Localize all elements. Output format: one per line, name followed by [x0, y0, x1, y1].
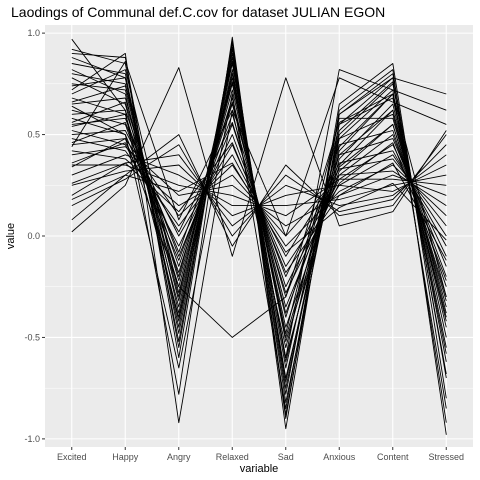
series-lines — [71, 36, 447, 435]
series-line-38 — [71, 77, 447, 409]
chart-title: Laodings of Communal def.C.cov for datas… — [11, 4, 385, 20]
x-tick-label: Stressed — [428, 452, 464, 462]
series-line-30 — [71, 40, 447, 420]
x-tick-label: Content — [377, 452, 409, 462]
y-tick-label: 1.0 — [27, 28, 40, 38]
x-tick-label: Relaxed — [216, 452, 249, 462]
series-line-41 — [71, 93, 447, 338]
series-line-28 — [71, 134, 447, 247]
series-line-39 — [71, 69, 447, 359]
x-axis-title: variable — [240, 463, 279, 475]
series-line-37 — [71, 162, 447, 253]
axis-ticks: -1.0 -0.5 0.0 0.5 1.0 Excited Happy Angry Relaxe… — [24, 28, 464, 462]
series-line-33 — [71, 81, 447, 338]
series-line-29 — [71, 67, 447, 257]
y-tick-label: -0.5 — [24, 332, 40, 342]
y-axis-title: value — [5, 223, 17, 249]
x-tick-label: Sad — [278, 452, 294, 462]
y-tick-label: -1.0 — [24, 434, 40, 444]
series-line-40 — [71, 61, 447, 237]
y-tick-label: 0.5 — [27, 130, 40, 140]
x-tick-label: Anxious — [323, 452, 356, 462]
x-tick-label: Angry — [167, 452, 191, 462]
y-tick-label: 0.0 — [27, 231, 40, 241]
x-tick-label: Excited — [57, 452, 87, 462]
x-tick-label: Happy — [112, 452, 139, 462]
